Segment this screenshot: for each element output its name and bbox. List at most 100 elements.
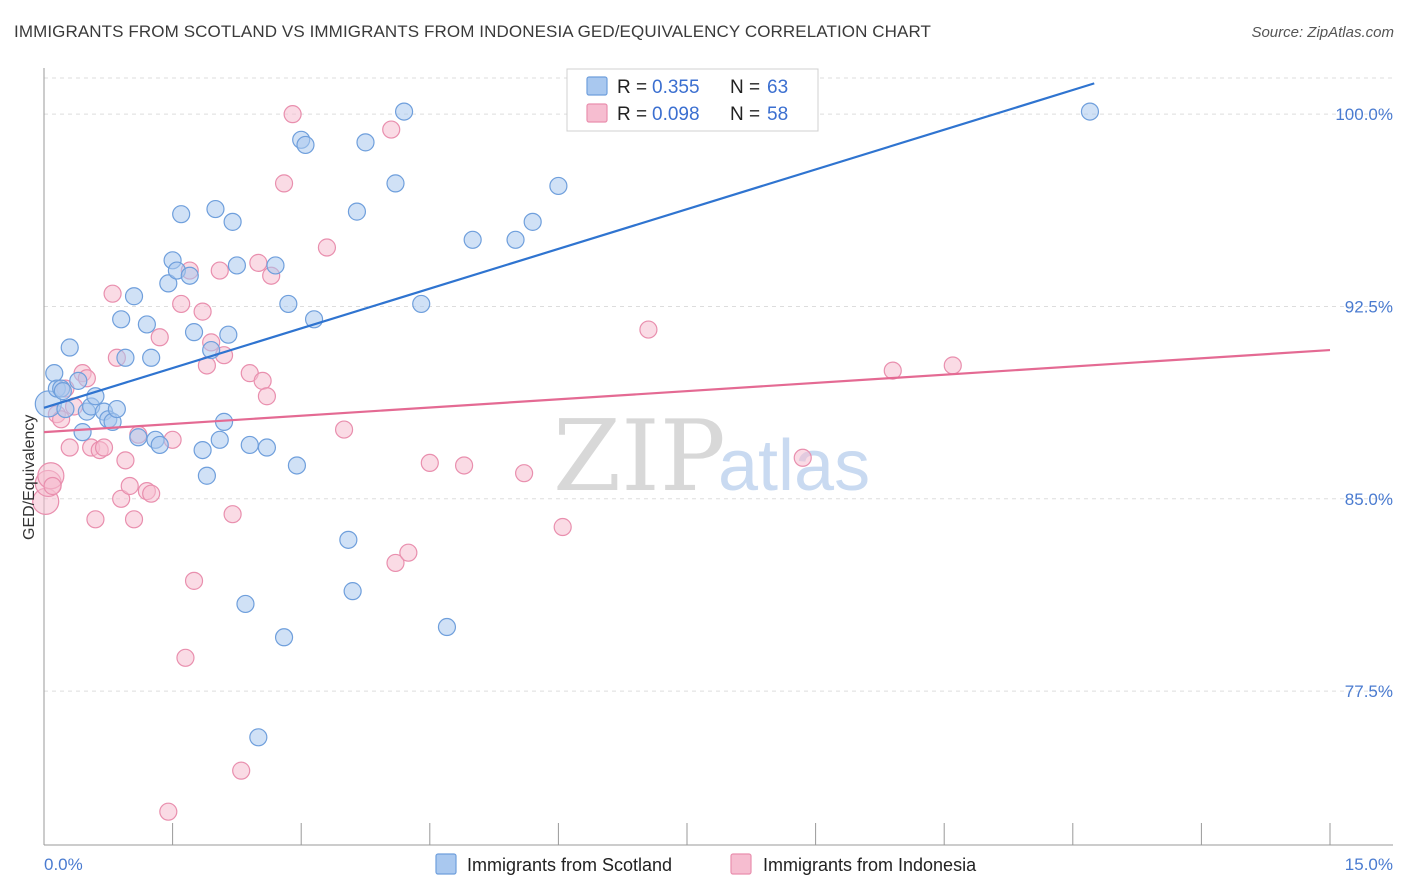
watermark: ZIP atlas <box>553 400 870 514</box>
indonesia-point-15 <box>103 284 122 303</box>
watermark-atlas: atlas <box>718 426 870 506</box>
bottom-legend-label-scotland: Immigrants from Scotland <box>467 855 672 875</box>
indonesia-point-45 <box>317 238 337 257</box>
scotland-point-62 <box>1080 102 1100 121</box>
scotland-point-39 <box>236 594 255 614</box>
indonesia-point-27 <box>172 294 191 314</box>
indonesia-point-14 <box>94 438 114 457</box>
indonesia-point-34 <box>210 261 229 280</box>
x-tick-label-0: 0.0% <box>44 855 83 874</box>
scotland-point-1 <box>45 364 64 383</box>
scotland-point-8 <box>73 423 92 442</box>
indonesia-point-43 <box>274 174 294 193</box>
scotland-point-11 <box>86 387 105 406</box>
scotland-point-61 <box>549 176 568 196</box>
scotland-point-45 <box>279 294 298 314</box>
scotland-point-34 <box>210 430 229 449</box>
indonesia-point-53 <box>553 517 572 537</box>
legend-swatch-scotland <box>586 76 608 96</box>
scotland-point-7 <box>69 371 88 390</box>
trend-lines <box>43 82 1331 434</box>
scotland-point-4 <box>53 382 72 401</box>
indonesia-point-51 <box>454 456 474 475</box>
legend-r-value-indonesia: 0.098 <box>652 104 700 125</box>
indonesia-point-25 <box>159 802 178 821</box>
scotland-trend-line <box>43 82 1095 409</box>
indonesia-point-7 <box>60 438 79 457</box>
scotland-point-37 <box>223 212 242 231</box>
scotland-point-57 <box>437 617 457 637</box>
indonesia-point-3 <box>43 476 62 496</box>
watermark-zip: ZIP <box>553 400 726 514</box>
indonesia-point-17 <box>112 489 131 508</box>
scotland-point-30 <box>193 440 212 460</box>
indonesia-point-19 <box>120 476 139 496</box>
scotland-point-20 <box>137 315 156 334</box>
indonesia-point-47 <box>382 120 401 139</box>
indonesia-point-54 <box>639 320 658 339</box>
legend-box: R = 0.355 N = 63 R = 0.098 N = 58 <box>566 68 819 132</box>
legend-r-label-indonesia: R = <box>617 104 647 125</box>
x-tick-labels: 0.0% 15.0% <box>44 855 1393 874</box>
indonesia-point-37 <box>232 761 251 780</box>
scotland-point-46 <box>287 456 307 475</box>
scotland-point-15 <box>107 399 126 419</box>
bottom-legend-swatch-scotland <box>435 853 457 875</box>
y-tick-labels: 77.5% 85.0% 92.5% 100.0% <box>1335 105 1393 701</box>
scotland-point-44 <box>274 628 294 647</box>
scotland-point-51 <box>343 582 362 601</box>
scotland-point-52 <box>347 202 367 221</box>
indonesia-point-50 <box>420 453 439 473</box>
scotland-point-40 <box>240 435 259 455</box>
y-tick-label-1: 85.0% <box>1345 490 1393 509</box>
scotland-point-19 <box>129 428 148 447</box>
scotland-point-48 <box>296 135 315 155</box>
y-tick-label-3: 100.0% <box>1335 105 1393 124</box>
indonesia-point-40 <box>253 371 272 390</box>
y-axis-label: GED/Equivalency <box>21 415 38 540</box>
scotland-point-6 <box>60 338 79 357</box>
scotland-point-36 <box>219 325 238 344</box>
y-tick-label-0: 77.5% <box>1345 682 1393 701</box>
legend-r-value-scotland: 0.355 <box>652 77 700 98</box>
scotland-point-16 <box>112 310 131 329</box>
scotland-points <box>34 102 1100 747</box>
indonesia-point-39 <box>249 253 268 272</box>
scotland-point-41 <box>249 728 268 747</box>
bottom-legend-swatch-indonesia <box>730 853 752 875</box>
x-tick-label-1: 15.0% <box>1345 855 1393 874</box>
indonesia-point-57 <box>943 356 962 375</box>
scotland-point-54 <box>386 174 405 193</box>
scotland-point-28 <box>180 266 199 285</box>
indonesia-point-28 <box>176 648 195 667</box>
bottom-legend-label-indonesia: Immigrants from Indonesia <box>763 855 977 875</box>
legend-n-label-scotland: N = <box>730 77 760 98</box>
indonesia-point-55 <box>793 448 812 467</box>
scotland-point-29 <box>184 323 204 342</box>
indonesia-point-23 <box>142 484 161 503</box>
scotland-point-59 <box>506 230 525 249</box>
indonesia-trend-line <box>43 348 1331 434</box>
scotland-point-24 <box>159 274 178 293</box>
scotland-point-42 <box>257 438 277 457</box>
legend-n-value-indonesia: 58 <box>767 104 788 125</box>
indonesia-point-36 <box>223 505 242 524</box>
indonesia-point-30 <box>184 571 204 590</box>
indonesia-point-46 <box>334 420 354 439</box>
indonesia-point-52 <box>515 464 534 483</box>
legend-n-value-scotland: 63 <box>767 77 788 98</box>
y-tick-label-2: 92.5% <box>1345 297 1393 316</box>
scotland-point-43 <box>266 256 285 275</box>
indonesia-point-18 <box>116 451 135 470</box>
indonesia-point-12 <box>86 510 105 529</box>
indonesia-point-48 <box>386 553 405 573</box>
indonesia-point-20 <box>124 510 144 529</box>
scotland-point-55 <box>394 102 414 121</box>
indonesia-point-44 <box>283 105 302 124</box>
scotland-point-33 <box>206 199 225 219</box>
indonesia-point-41 <box>257 387 277 406</box>
source-label: Source: ZipAtlas.com <box>1251 24 1394 41</box>
legend-n-label-indonesia: N = <box>730 104 760 125</box>
scotland-point-50 <box>339 530 358 549</box>
scotland-point-21 <box>142 348 161 367</box>
